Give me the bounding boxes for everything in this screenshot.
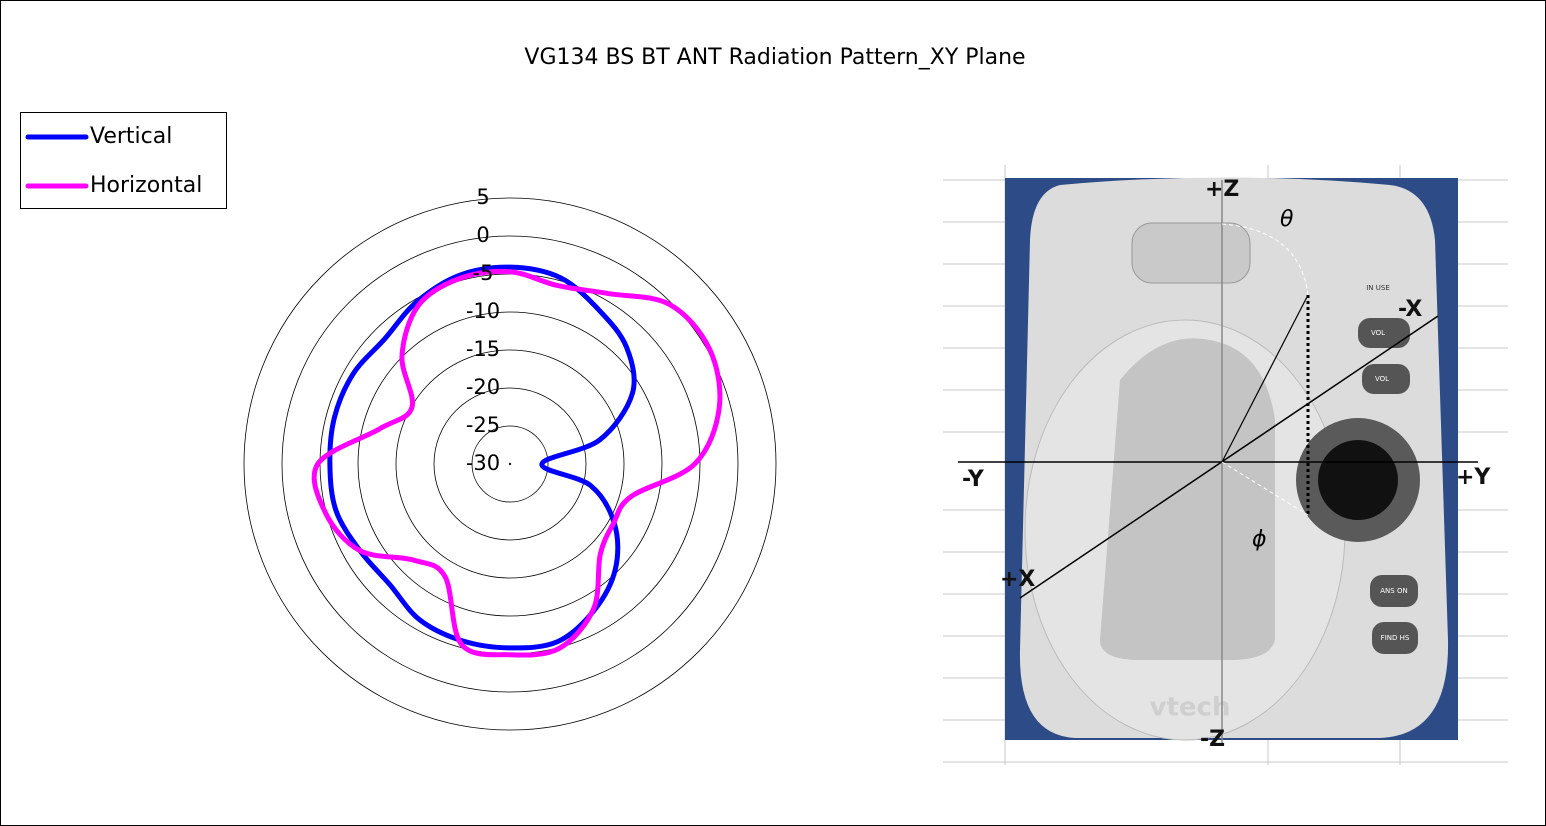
button-label: VOL: [1375, 375, 1389, 383]
brand: vtech: [1150, 693, 1231, 723]
handset-slot: [1132, 223, 1250, 283]
chart-title: VG134 BS BT ANT Radiation Pattern_XY Pla…: [524, 45, 1025, 70]
angle-label: ϕ: [1252, 527, 1267, 552]
page: {"chart_data": {"type": "radar", "title"…: [0, 0, 1546, 826]
r-tick-label: -20: [466, 375, 500, 399]
button-label: IN USE: [1366, 284, 1390, 292]
r-tick-label: -10: [466, 299, 500, 323]
cradle: [1100, 338, 1275, 660]
axis-label: +Y: [1456, 465, 1491, 490]
axis-label: -Z: [1200, 727, 1225, 752]
chart: VG134 BS BT ANT Radiation Pattern_XY Pla…: [0, 0, 1546, 826]
r-tick-label: 5: [476, 185, 489, 209]
legend-label: Horizontal: [90, 173, 202, 198]
legend: Vertical Horizontal: [21, 113, 227, 209]
button-label: VOL: [1371, 329, 1385, 337]
axis-label: -Y: [962, 467, 985, 492]
axis-label: +Z: [1205, 177, 1239, 202]
r-tick-label: 0: [476, 223, 489, 247]
button-label: FIND HS: [1381, 634, 1410, 642]
dial-center: [1318, 440, 1398, 520]
r-tick-label: -30: [466, 451, 500, 475]
button-label: ANS ON: [1380, 587, 1407, 595]
legend-label: Vertical: [90, 124, 172, 149]
photo: IN USE VOL VOL ANS ON FIND HS vtech +Z -…: [943, 165, 1508, 765]
axis-label: -X: [1398, 297, 1422, 322]
angle-label: θ: [1280, 207, 1294, 232]
axis-label: +X: [1000, 567, 1035, 592]
r-tick-label: -5: [473, 261, 494, 285]
r-tick-label: -15: [466, 337, 500, 361]
r-tick-label: -25: [466, 413, 500, 437]
